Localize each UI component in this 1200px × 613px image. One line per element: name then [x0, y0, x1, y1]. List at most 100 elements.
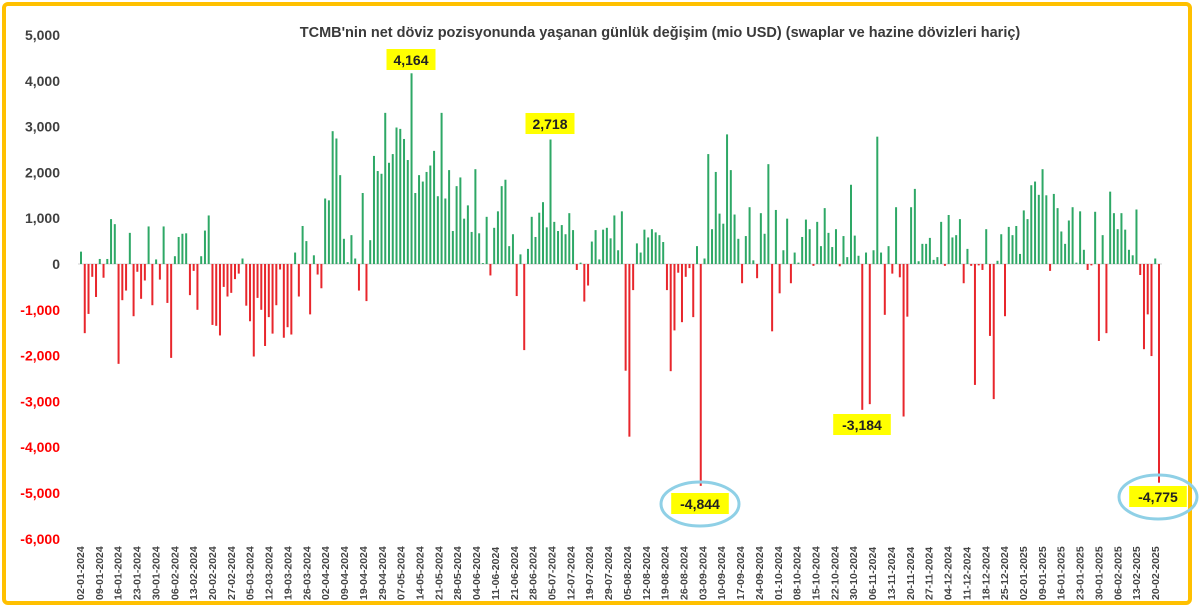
bar-positive	[590, 241, 593, 264]
x-tick-label: 22-10-2024	[829, 546, 841, 600]
x-tick-label: 20-11-2024	[905, 547, 917, 600]
bar-positive	[98, 258, 101, 264]
bar-negative	[267, 264, 270, 318]
bar-positive	[203, 230, 206, 264]
x-tick-label: 20-02-2024	[207, 546, 219, 600]
bar-negative	[778, 264, 781, 294]
y-tick-label: 0	[52, 256, 60, 272]
bar-positive	[478, 233, 481, 264]
bar-negative	[1150, 264, 1153, 357]
bar-positive	[305, 241, 308, 264]
x-tick-label: 13-02-2025	[1131, 546, 1143, 600]
bar-negative	[883, 264, 886, 315]
bar-positive	[763, 233, 766, 264]
bar-positive	[335, 138, 338, 264]
bar-negative	[140, 264, 143, 299]
bar-positive	[910, 207, 913, 264]
bar-negative	[583, 264, 586, 302]
callout-label: 2,718	[532, 116, 567, 132]
bar-positive	[560, 225, 563, 264]
bar-positive	[966, 248, 969, 264]
bar-positive	[887, 246, 890, 264]
bar-positive	[928, 237, 931, 264]
bar-positive	[635, 243, 638, 264]
bar-positive	[1034, 181, 1037, 264]
bar-negative	[632, 264, 635, 291]
bar-negative	[669, 264, 672, 372]
bar-negative	[226, 264, 229, 297]
bar-positive	[128, 232, 131, 264]
bar-negative	[158, 264, 161, 280]
bar-positive	[662, 242, 665, 264]
bar-positive	[654, 232, 657, 264]
bar-positive	[369, 240, 372, 264]
bar-positive	[913, 188, 916, 264]
highlight-circle	[1117, 473, 1199, 521]
bar-negative	[264, 264, 267, 346]
x-tick-label: 09-04-2024	[339, 546, 351, 600]
y-tick-label: 4,000	[25, 73, 60, 89]
bar-negative	[1146, 264, 1149, 315]
bar-positive	[496, 211, 499, 264]
bar-negative	[741, 264, 744, 284]
bar-positive	[162, 226, 165, 264]
x-tick-label: 30-01-2025	[1093, 546, 1105, 600]
bar-negative	[977, 264, 980, 266]
bar-positive	[1019, 253, 1022, 264]
bar-positive	[241, 258, 244, 264]
bar-positive	[549, 139, 552, 264]
bar-positive	[451, 231, 454, 264]
bar-positive	[737, 238, 740, 264]
bar-negative	[357, 264, 360, 291]
bar-positive	[1127, 249, 1130, 264]
bar-positive	[643, 229, 646, 264]
bar-positive	[200, 256, 203, 264]
y-axis: 5,000 4,000 3,000 2,000 1,000 0 -1,000 -2,000 -3…	[20, 27, 60, 547]
callout-label: -4,844	[680, 496, 720, 512]
bar-positive	[1154, 258, 1157, 264]
bar-positive	[403, 138, 406, 264]
bar-positive	[947, 214, 950, 264]
x-tick-label: 14-05-2024	[414, 546, 426, 600]
bar-positive	[857, 255, 860, 264]
bar-negative	[868, 264, 871, 405]
bar-positive	[530, 216, 533, 264]
bar-positive	[620, 211, 623, 264]
bar-positive	[418, 175, 421, 264]
bar-positive	[429, 165, 432, 264]
bar-negative	[962, 264, 965, 284]
x-tick-label: 06-02-2024	[169, 546, 181, 600]
bar-negative	[1097, 264, 1100, 341]
x-tick-label: 02-04-2024	[320, 546, 332, 600]
bar-positive	[921, 243, 924, 264]
bar-negative	[297, 264, 300, 297]
y-tick-label: 2,000	[25, 164, 60, 180]
bar-negative	[218, 264, 221, 336]
bar-positive	[485, 216, 488, 264]
bar-positive	[696, 246, 698, 264]
bar-negative	[575, 264, 578, 270]
bar-positive	[605, 227, 608, 264]
bar-positive	[853, 235, 856, 264]
bar-positive	[876, 136, 879, 264]
bar-positive	[444, 198, 447, 264]
bar-positive	[474, 169, 477, 264]
bar-positive	[609, 238, 612, 264]
x-tick-label: 04-12-2024	[943, 546, 955, 600]
bar-negative	[1004, 264, 1006, 317]
bar-negative	[973, 264, 976, 385]
bar-positive	[410, 73, 413, 264]
bar-positive	[354, 258, 357, 264]
bar-positive	[177, 236, 180, 264]
x-tick-label: 13-02-2024	[188, 546, 200, 600]
bar-negative	[789, 264, 792, 284]
bar-negative	[237, 264, 240, 274]
bar-negative	[906, 264, 909, 317]
x-tick-label: 05-08-2024	[622, 546, 634, 600]
bar-negative	[898, 264, 901, 278]
bar-positive	[1101, 235, 1104, 264]
bar-positive	[380, 173, 383, 264]
bar-positive	[557, 231, 560, 264]
bar-negative	[260, 264, 263, 310]
